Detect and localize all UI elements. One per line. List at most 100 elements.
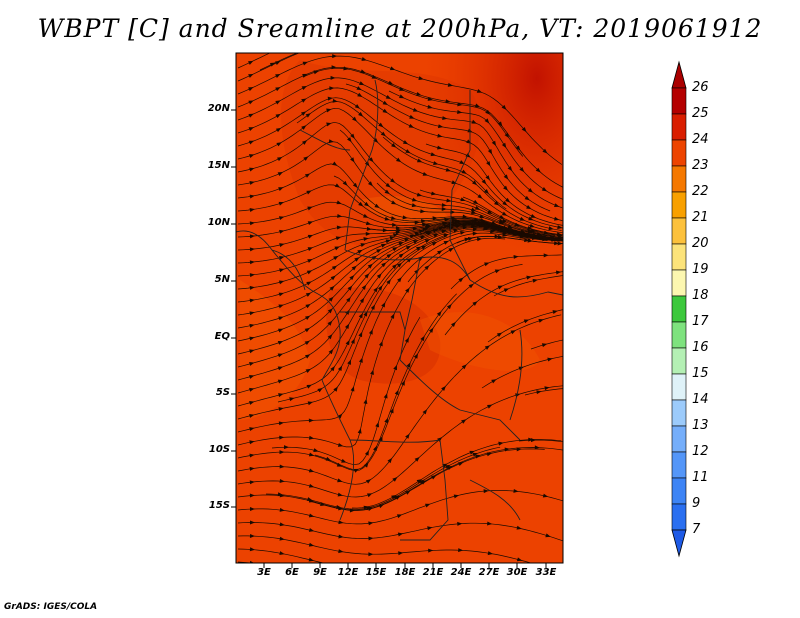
streamline-arrow: [289, 397, 295, 402]
streamline-arrow: [357, 428, 362, 434]
streamline-arrow: [326, 122, 332, 127]
colorbar: [671, 60, 687, 558]
country-border: [469, 279, 563, 298]
streamline-arrow: [502, 200, 508, 206]
streamline: [302, 67, 524, 157]
streamline-arrow: [484, 223, 490, 228]
streamline-arrow: [480, 218, 486, 223]
streamline-arrow: [337, 413, 343, 419]
streamline-arrow: [471, 119, 477, 124]
streamline-arrow: [501, 104, 507, 110]
streamline-arrow: [368, 536, 374, 541]
lat-label: EQ: [214, 331, 230, 342]
streamline-arrow: [352, 116, 358, 122]
streamline-arrow: [412, 107, 419, 112]
streamline-arrow: [363, 213, 369, 218]
streamline-arrow: [416, 91, 422, 96]
colorbar-label: 13: [692, 418, 709, 433]
streamline-arrow: [277, 379, 284, 384]
streamline-arrow: [364, 201, 370, 207]
streamline-arrow: [301, 86, 308, 90]
streamline-arrow: [300, 111, 307, 116]
streamline-arrow: [307, 247, 313, 252]
streamline-arrow: [279, 551, 285, 556]
streamline-arrow: [365, 221, 372, 226]
streamline-arrow: [441, 206, 447, 211]
streamline-arrow: [437, 133, 443, 138]
streamline-arrow: [552, 310, 558, 314]
streamline-arrow: [504, 132, 510, 139]
streamline-arrow: [308, 435, 315, 440]
colorbar-segment: [671, 87, 687, 115]
streamline-arrow: [329, 285, 335, 291]
streamline-arrow: [370, 304, 375, 310]
streamline: [237, 228, 561, 407]
streamline-arrow: [471, 219, 478, 224]
streamline-arrow: [249, 298, 255, 303]
streamline-arrow: [326, 108, 332, 113]
map-frame: [235, 52, 564, 564]
streamline-arrow: [400, 380, 405, 386]
streamline-arrow: [467, 236, 474, 241]
streamline-arrow: [450, 321, 456, 327]
footer-credit: GrADS: IGES/COLA: [4, 602, 98, 612]
streamline-arrow: [306, 190, 312, 195]
streamline-arrow: [486, 452, 493, 457]
streamline-arrow: [248, 60, 254, 65]
streamline-arrow: [332, 161, 338, 166]
streamline-arrow: [393, 233, 399, 238]
streamline: [237, 561, 255, 563]
streamline-arrow: [437, 437, 443, 442]
streamline-arrow: [249, 400, 255, 405]
streamline-arrow: [368, 157, 374, 163]
streamline-arrow: [513, 230, 519, 235]
streamline-arrow: [249, 194, 255, 199]
streamline-arrow: [375, 421, 380, 428]
streamline-arrow: [358, 111, 364, 117]
streamline-arrow: [437, 124, 444, 129]
streamline-arrow: [388, 80, 394, 85]
streamline-arrow: [376, 249, 382, 254]
streamline-arrow: [519, 167, 525, 173]
streamline-arrow: [471, 210, 477, 214]
streamline-arrow: [364, 273, 370, 279]
streamline-arrow: [368, 552, 374, 557]
streamline-arrow: [373, 445, 377, 452]
streamline-arrow: [301, 125, 307, 130]
streamline-arrow: [277, 353, 284, 358]
colorbar-segment: [671, 347, 687, 375]
lat-label: 5N: [214, 274, 230, 285]
streamline-arrow: [484, 345, 491, 350]
streamline-arrow: [249, 533, 255, 538]
streamline-arrow: [338, 534, 344, 539]
streamline-arrow: [527, 238, 533, 243]
wbpt-shade-26: [236, 53, 563, 563]
streamline-arrow: [346, 137, 352, 143]
streamline-arrow: [350, 386, 355, 392]
streamline-arrow: [441, 385, 446, 391]
streamline-arrow: [325, 456, 332, 461]
streamline-arrow: [416, 246, 422, 251]
streamline-arrow: [422, 171, 428, 176]
streamline-arrow: [497, 121, 503, 127]
country-border: [399, 359, 521, 441]
streamline-arrow: [370, 369, 374, 375]
streamline-arrow: [327, 320, 333, 326]
streamline-arrow: [387, 457, 393, 464]
streamline: [413, 223, 563, 241]
streamline-arrow: [528, 216, 534, 221]
streamline-arrow: [422, 409, 428, 415]
streamline-arrow: [459, 160, 465, 165]
streamline-arrow: [437, 250, 443, 255]
streamline-arrow: [485, 109, 491, 115]
streamline-arrow: [275, 100, 281, 105]
streamline-arrow: [519, 234, 525, 239]
streamline-arrow: [279, 229, 285, 234]
streamline-arrow: [308, 418, 314, 423]
streamline-arrow: [338, 520, 344, 525]
streamline-arrow: [461, 419, 467, 424]
streamline-arrow: [338, 549, 344, 554]
lon-label: 24E: [450, 567, 472, 578]
streamline-arrow: [358, 357, 363, 363]
streamline-arrow: [527, 187, 534, 193]
